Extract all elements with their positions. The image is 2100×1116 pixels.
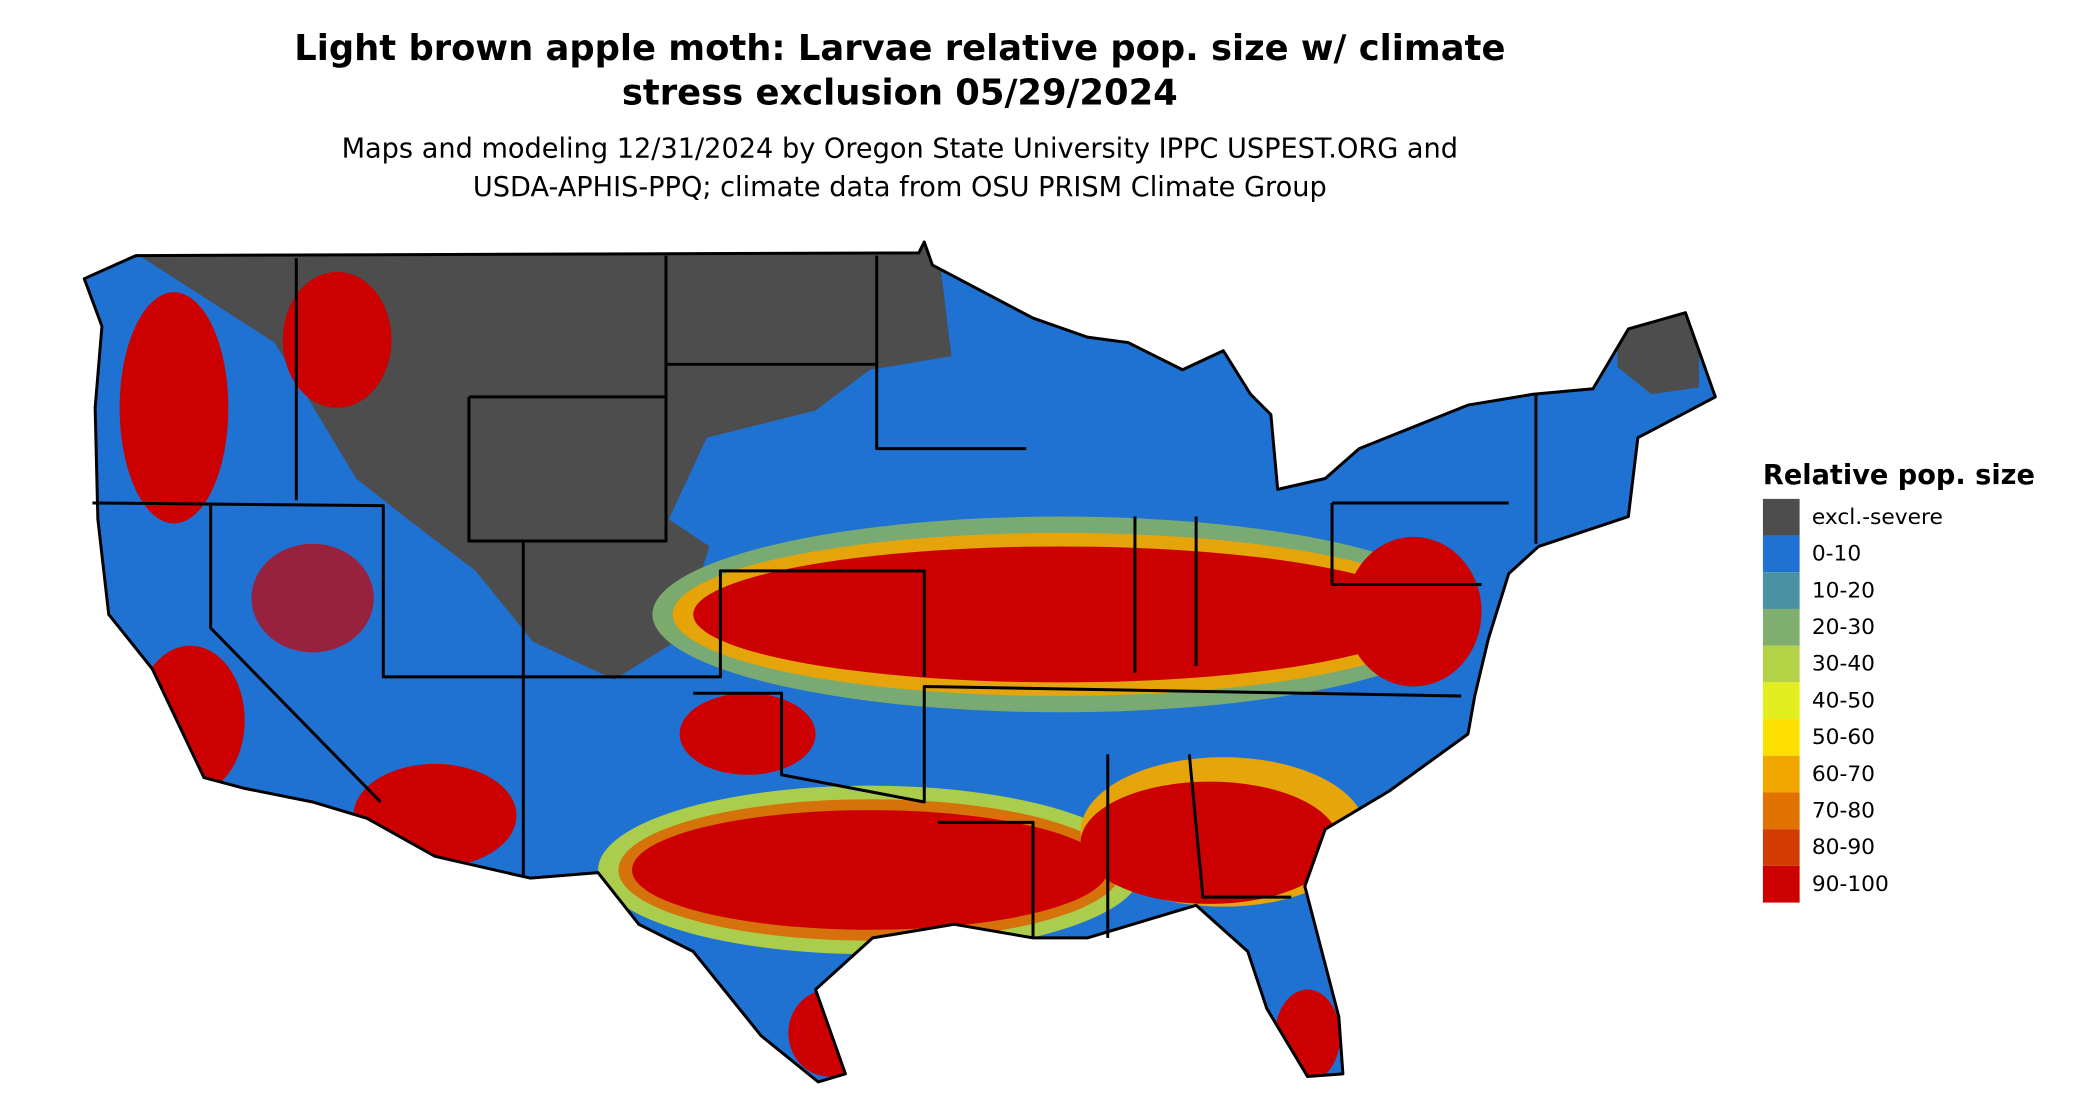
legend-label: 50-60: [1812, 725, 1875, 750]
legend-label: 40-50: [1812, 688, 1875, 713]
state-borders: [92, 255, 1538, 938]
high-region: [282, 271, 392, 408]
legend-swatch: [1762, 719, 1800, 756]
high-region: [119, 292, 229, 524]
legend-label: 10-20: [1812, 578, 1875, 603]
legend-label: 0-10: [1812, 542, 1861, 567]
high-region: [693, 546, 1428, 683]
legend-label: excl.-severe: [1812, 505, 1943, 530]
high-region: [251, 543, 374, 653]
legend-swatch: [1762, 645, 1800, 683]
legend-swatch: [1762, 608, 1800, 646]
legend-label: 60-70: [1812, 762, 1875, 787]
legend-swatch: [1762, 498, 1800, 536]
subtitle-line: USDA-APHIS-PPQ; climate data from OSU PR…: [473, 172, 1327, 203]
legend-swatch: [1762, 755, 1800, 793]
legend-swatch: [1762, 572, 1800, 609]
legend-swatch: [1762, 682, 1800, 720]
title-line: stress exclusion 05/29/2024: [622, 73, 1178, 114]
high-region: [353, 763, 517, 868]
legend-label: 30-40: [1812, 652, 1875, 677]
high-region: [1345, 536, 1482, 687]
high-region: [679, 693, 816, 775]
legend-label: 90-100: [1812, 872, 1889, 897]
high-region: [632, 810, 1108, 930]
legend-swatch: [1762, 865, 1800, 903]
high-region: [788, 989, 870, 1077]
title-line: Light brown apple moth: Larvae relative …: [294, 28, 1505, 69]
legend-swatch: [1762, 829, 1800, 866]
high-region: [1080, 781, 1339, 904]
legend-title: Relative pop. size: [1763, 460, 2035, 491]
legend: excl.-severe 0-10 10-20 20-30 30-40 40-50 50-6…: [1762, 498, 1943, 903]
subtitle-line: Maps and modeling 12/31/2024 by Oregon S…: [342, 134, 1458, 165]
legend-label: 20-30: [1812, 615, 1875, 640]
legend-label: 80-90: [1812, 835, 1875, 860]
legend-swatch: [1762, 792, 1800, 830]
map-area: [84, 241, 1716, 1082]
excluded-region: [1617, 305, 1700, 395]
legend-label: 70-80: [1812, 798, 1875, 823]
legend-swatch: [1762, 535, 1800, 573]
